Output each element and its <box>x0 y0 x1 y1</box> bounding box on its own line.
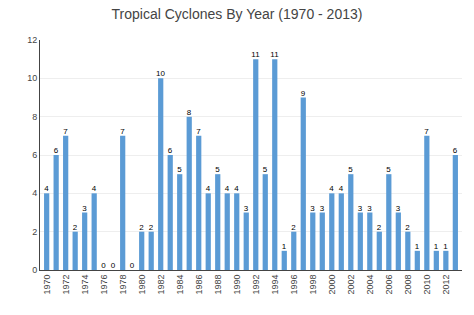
svg-text:1998: 1998 <box>308 275 318 295</box>
svg-text:4: 4 <box>339 184 344 193</box>
svg-text:11: 11 <box>270 50 279 59</box>
svg-text:1974: 1974 <box>80 275 90 295</box>
svg-text:2: 2 <box>377 223 382 232</box>
svg-text:10: 10 <box>27 73 37 83</box>
svg-text:0: 0 <box>111 261 116 270</box>
svg-text:2004: 2004 <box>365 275 375 295</box>
svg-text:1: 1 <box>282 242 287 251</box>
svg-text:2002: 2002 <box>346 275 356 295</box>
svg-text:7: 7 <box>196 127 201 136</box>
svg-text:8: 8 <box>32 112 37 122</box>
svg-text:4: 4 <box>234 184 239 193</box>
svg-text:3: 3 <box>367 204 372 213</box>
svg-text:3: 3 <box>320 204 325 213</box>
svg-text:4: 4 <box>92 184 97 193</box>
svg-text:3: 3 <box>310 204 315 213</box>
svg-text:1980: 1980 <box>137 275 147 295</box>
svg-text:5: 5 <box>215 165 220 174</box>
svg-text:8: 8 <box>187 108 192 117</box>
svg-text:1984: 1984 <box>175 275 185 295</box>
svg-text:5: 5 <box>263 165 268 174</box>
svg-text:1: 1 <box>443 242 448 251</box>
svg-text:4: 4 <box>206 184 211 193</box>
svg-text:4: 4 <box>225 184 230 193</box>
svg-text:4: 4 <box>329 184 334 193</box>
svg-text:10: 10 <box>156 69 165 78</box>
svg-text:5: 5 <box>177 165 182 174</box>
svg-text:1986: 1986 <box>194 275 204 295</box>
svg-text:2: 2 <box>291 223 296 232</box>
svg-text:9: 9 <box>301 89 306 98</box>
svg-text:3: 3 <box>82 204 87 213</box>
svg-text:3: 3 <box>244 204 249 213</box>
svg-text:2: 2 <box>32 227 37 237</box>
svg-text:2: 2 <box>149 223 154 232</box>
svg-text:3: 3 <box>396 204 401 213</box>
svg-text:1972: 1972 <box>61 275 71 295</box>
svg-text:2012: 2012 <box>441 275 451 295</box>
svg-text:2: 2 <box>405 223 410 232</box>
svg-text:1: 1 <box>434 242 439 251</box>
svg-text:1978: 1978 <box>118 275 128 295</box>
svg-text:1988: 1988 <box>213 275 223 295</box>
svg-text:6: 6 <box>168 146 173 155</box>
svg-text:7: 7 <box>63 127 68 136</box>
svg-text:2010: 2010 <box>422 275 432 295</box>
svg-text:2: 2 <box>139 223 144 232</box>
svg-text:1990: 1990 <box>232 275 242 295</box>
svg-text:2000: 2000 <box>327 275 337 295</box>
svg-text:0: 0 <box>130 261 135 270</box>
svg-text:6: 6 <box>32 150 37 160</box>
svg-text:6: 6 <box>54 146 59 155</box>
svg-text:1994: 1994 <box>270 275 280 295</box>
svg-text:0: 0 <box>101 261 106 270</box>
svg-text:6: 6 <box>453 146 458 155</box>
svg-text:4: 4 <box>32 188 37 198</box>
svg-text:7: 7 <box>120 127 125 136</box>
svg-text:5: 5 <box>386 165 391 174</box>
svg-text:4: 4 <box>44 184 49 193</box>
svg-text:7: 7 <box>424 127 429 136</box>
svg-text:2: 2 <box>73 223 78 232</box>
svg-text:1970: 1970 <box>42 275 52 295</box>
svg-text:3: 3 <box>358 204 363 213</box>
svg-text:1992: 1992 <box>251 275 261 295</box>
svg-text:1: 1 <box>415 242 420 251</box>
svg-text:5: 5 <box>348 165 353 174</box>
svg-text:1996: 1996 <box>289 275 299 295</box>
svg-text:2006: 2006 <box>384 275 394 295</box>
svg-text:1976: 1976 <box>99 275 109 295</box>
svg-text:2008: 2008 <box>403 275 413 295</box>
svg-text:Tropical Cyclones By Year (197: Tropical Cyclones By Year (1970 - 2013) <box>112 6 363 22</box>
svg-text:1982: 1982 <box>156 275 166 295</box>
svg-text:12: 12 <box>27 35 37 45</box>
svg-text:11: 11 <box>251 50 260 59</box>
svg-text:0: 0 <box>32 265 37 275</box>
